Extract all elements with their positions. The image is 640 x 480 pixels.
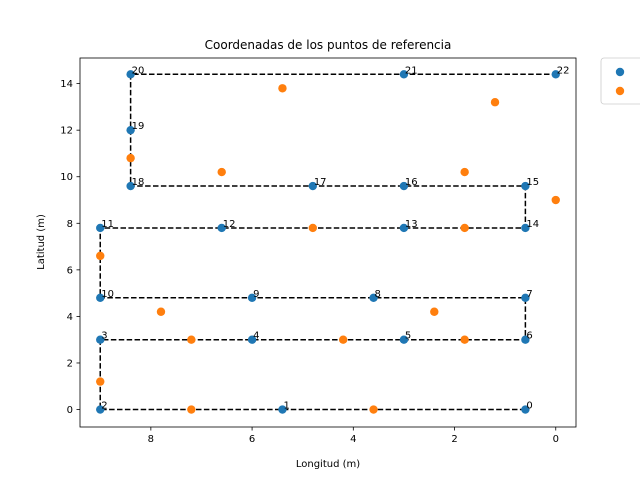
point-label-8: 8 xyxy=(375,289,381,300)
x-tick-label-3: 2 xyxy=(451,434,457,445)
route-line xyxy=(99,73,556,411)
reference-point-1 xyxy=(278,405,287,414)
y-tick-label-2: 4 xyxy=(67,312,73,323)
y-tick-label-7: 14 xyxy=(60,79,73,90)
y-tick-label-4: 8 xyxy=(67,219,73,230)
y-tick-label-3: 6 xyxy=(67,265,73,276)
point-label-11: 11 xyxy=(101,219,114,230)
x-tick-label-4: 0 xyxy=(553,434,559,445)
reference-point-13 xyxy=(399,223,409,233)
secondary-point-12 xyxy=(217,167,226,177)
y-tick-label-0: 0 xyxy=(67,405,73,416)
point-label-17: 17 xyxy=(314,177,327,188)
secondary-point-0 xyxy=(187,405,196,414)
series-reference-points xyxy=(96,70,560,414)
secondary-point-14 xyxy=(126,153,135,163)
point-label-0: 0 xyxy=(526,401,532,412)
reference-point-21 xyxy=(399,70,409,79)
reference-point-18 xyxy=(126,181,135,191)
legend-marker-series2 xyxy=(615,86,625,96)
reference-point-5 xyxy=(399,335,409,344)
y-tick-label-5: 10 xyxy=(60,172,73,183)
secondary-point-6 xyxy=(156,307,166,316)
reference-point-11 xyxy=(96,223,105,233)
reference-point-16 xyxy=(399,181,409,191)
x-tick-label-2: 4 xyxy=(350,434,356,445)
y-tick-label-1: 2 xyxy=(67,358,73,369)
secondary-point-2 xyxy=(96,377,105,386)
point-label-10: 10 xyxy=(101,289,114,300)
point-label-9: 9 xyxy=(253,289,259,300)
point-label-12: 12 xyxy=(223,219,236,230)
point-label-19: 19 xyxy=(132,121,145,132)
legend-box xyxy=(600,57,640,105)
point-label-1: 1 xyxy=(283,401,289,412)
point-label-22: 22 xyxy=(557,65,570,76)
secondary-point-3 xyxy=(187,335,196,344)
reference-point-4 xyxy=(247,335,257,344)
reference-point-15 xyxy=(521,181,530,191)
point-label-3: 3 xyxy=(101,331,107,342)
legend-marker-series1 xyxy=(615,67,625,77)
reference-point-10 xyxy=(96,293,105,302)
reference-point-22 xyxy=(551,70,560,79)
point-label-21: 21 xyxy=(405,65,418,76)
secondary-point-7 xyxy=(430,307,439,316)
x-axis-label: Longitud (m) xyxy=(296,459,360,470)
reference-point-9 xyxy=(247,293,257,302)
point-label-18: 18 xyxy=(132,177,145,188)
plot-frame xyxy=(79,57,577,428)
reference-point-2 xyxy=(96,405,105,414)
point-label-7: 7 xyxy=(526,289,532,300)
secondary-point-4 xyxy=(338,335,348,344)
y-tick-label-6: 12 xyxy=(60,126,73,137)
x-tick-label-0: 8 xyxy=(148,434,154,445)
point-label-2: 2 xyxy=(101,401,107,412)
x-tick-label-1: 6 xyxy=(249,434,255,445)
reference-point-6 xyxy=(521,335,530,344)
point-label-4: 4 xyxy=(253,331,259,342)
point-label-16: 16 xyxy=(405,177,418,188)
chart-title: Coordenadas de los puntos de referencia xyxy=(205,38,452,52)
reference-point-17 xyxy=(308,181,318,191)
secondary-point-15 xyxy=(490,98,500,107)
reference-point-14 xyxy=(521,223,530,233)
secondary-point-9 xyxy=(308,223,318,233)
point-label-14: 14 xyxy=(526,219,539,230)
secondary-point-10 xyxy=(460,223,469,233)
secondary-point-1 xyxy=(369,405,378,414)
secondary-point-16 xyxy=(278,84,287,93)
secondary-point-11 xyxy=(551,195,560,205)
reference-point-20 xyxy=(126,70,135,79)
point-label-5: 5 xyxy=(405,331,411,342)
secondary-point-13 xyxy=(460,167,469,177)
reference-point-12 xyxy=(217,223,226,233)
series-secondary-points xyxy=(96,84,560,414)
point-label-15: 15 xyxy=(526,177,539,188)
point-label-20: 20 xyxy=(132,65,145,76)
point-label-13: 13 xyxy=(405,219,418,230)
point-label-6: 6 xyxy=(526,331,532,342)
secondary-point-5 xyxy=(460,335,469,344)
secondary-point-8 xyxy=(96,251,105,261)
reference-point-7 xyxy=(521,293,530,302)
reference-point-8 xyxy=(369,293,378,302)
legend xyxy=(600,57,640,105)
reference-point-19 xyxy=(126,125,135,135)
route-path xyxy=(99,73,556,411)
reference-point-0 xyxy=(521,405,530,414)
y-axis-label: Latitud (m) xyxy=(36,214,47,270)
reference-point-3 xyxy=(96,335,105,344)
